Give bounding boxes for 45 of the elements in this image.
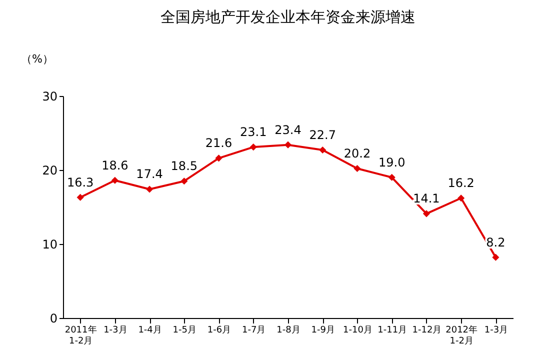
x-tick-label: 1-3月 [104, 326, 128, 336]
point [180, 178, 188, 185]
data-label: 18.6 [102, 158, 128, 172]
x-tick-label: 1-6月 [207, 326, 232, 336]
data-label: 19.0 [378, 155, 406, 170]
point [388, 174, 396, 181]
point [215, 154, 222, 162]
point [354, 164, 361, 172]
x-tick-label: 1-11月 [378, 326, 408, 336]
y-tick-label: 30 [42, 90, 58, 104]
data-label: 23.4 [274, 122, 302, 137]
x-tick-label: 2012年 1-2月 [446, 324, 478, 346]
x-tick-label: 1-8月 [276, 326, 300, 336]
y-tick-label: 0 [50, 312, 58, 326]
data-label: 22.7 [309, 128, 336, 142]
data-label: 23.1 [240, 125, 267, 140]
point [319, 146, 326, 154]
point [422, 210, 430, 218]
point [458, 194, 465, 202]
y-tick-label: 10 [42, 238, 58, 252]
x-tick-label: 1-9月 [311, 326, 335, 336]
x-tick-label: 1-5月 [172, 326, 197, 336]
data-label: 16.3 [66, 175, 94, 190]
point [492, 254, 500, 261]
point [250, 144, 257, 151]
y-tick-label: 20 [42, 164, 58, 178]
point [146, 186, 154, 193]
point [76, 194, 84, 201]
data-label: 14.1 [413, 192, 440, 206]
y-axis-title: （%） [21, 52, 54, 66]
x-tick-label: 1-7月 [242, 326, 266, 336]
x-tick-label: 1-12月 [412, 326, 442, 336]
x-tick-label: 1-3月 [484, 326, 508, 336]
x-tick-label: 1-10月 [343, 326, 372, 336]
point [111, 176, 118, 184]
x-tick-label: 1-4月 [138, 326, 162, 336]
data-label: 18.5 [170, 159, 198, 174]
point [284, 141, 292, 148]
data-label: 17.4 [136, 167, 163, 182]
data-label: 20.2 [344, 146, 371, 161]
data-label: 8.2 [486, 235, 506, 250]
data-label: 21.6 [205, 136, 232, 150]
data-label: 16.2 [448, 176, 474, 190]
chart-title: 全国房地产开发企业本年资金来源增速 [160, 8, 416, 26]
x-tick-label: 2011年 1-2月 [64, 324, 97, 346]
